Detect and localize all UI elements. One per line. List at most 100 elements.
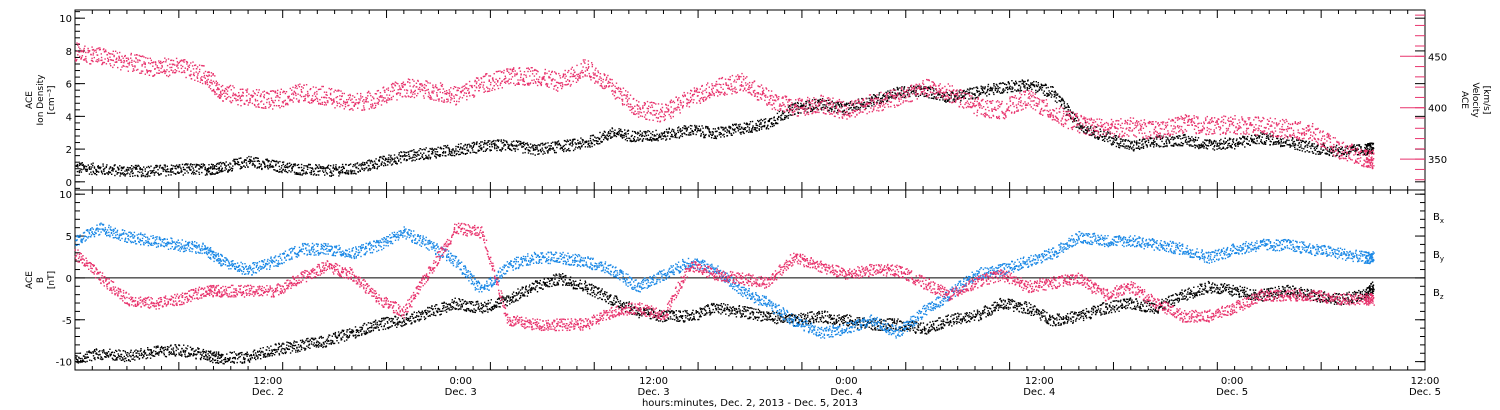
data-point — [532, 153, 534, 155]
data-point — [1308, 151, 1311, 153]
data-point — [1290, 145, 1292, 147]
data-point — [87, 51, 89, 54]
data-point — [128, 167, 130, 169]
data-point — [312, 100, 314, 103]
data-point — [500, 150, 502, 152]
data-point — [680, 135, 682, 137]
data-point — [1258, 136, 1260, 138]
data-point — [83, 47, 85, 50]
data-point — [480, 141, 482, 143]
data-point — [837, 101, 840, 104]
data-point — [662, 138, 664, 140]
data-point — [1186, 143, 1188, 145]
data-point — [575, 143, 577, 146]
data-point — [411, 149, 413, 152]
data-point — [101, 59, 103, 61]
data-point — [96, 61, 99, 63]
data-point — [1357, 144, 1359, 146]
data-point — [974, 94, 976, 97]
data-point — [484, 90, 486, 92]
data-point — [372, 165, 375, 167]
data-point — [1306, 146, 1309, 148]
data-point — [400, 151, 402, 153]
data-point — [483, 142, 485, 144]
data-point — [618, 130, 620, 133]
data-point — [286, 171, 289, 174]
data-point — [701, 125, 703, 127]
data-point — [453, 100, 455, 102]
data-point — [1216, 143, 1218, 146]
data-point — [79, 169, 81, 172]
data-point — [226, 96, 229, 99]
data-point — [292, 92, 294, 94]
data-point — [347, 94, 350, 97]
data-point — [408, 95, 410, 98]
data-point — [107, 57, 109, 59]
data-point — [330, 171, 332, 174]
data-point — [1293, 140, 1296, 143]
data-point — [223, 89, 226, 92]
data-point — [694, 129, 696, 131]
data-point — [821, 106, 824, 109]
data-point — [1232, 140, 1234, 142]
data-point — [97, 165, 99, 167]
data-point — [357, 101, 360, 104]
data-point — [597, 143, 599, 145]
data-point — [1042, 92, 1045, 94]
data-point — [228, 95, 230, 98]
data-point — [867, 105, 869, 107]
data-point — [1294, 144, 1297, 146]
data-point — [76, 42, 78, 44]
data-point — [1227, 143, 1230, 145]
data-point — [610, 136, 612, 138]
data-point — [1141, 140, 1143, 143]
data-point — [671, 128, 674, 131]
data-point — [435, 84, 437, 86]
data-point — [1325, 152, 1327, 154]
data-point — [657, 138, 659, 140]
data-point — [338, 167, 340, 169]
data-point — [1322, 149, 1324, 151]
data-point — [1258, 137, 1260, 139]
data-point — [397, 83, 399, 85]
data-point — [103, 61, 106, 64]
data-point — [159, 164, 162, 167]
data-point — [697, 129, 699, 131]
data-point — [667, 132, 669, 134]
data-point — [846, 103, 848, 105]
data-point — [475, 77, 478, 79]
data-point — [453, 95, 455, 97]
data-point — [480, 144, 482, 147]
data-point — [137, 171, 139, 173]
data-point — [1103, 135, 1106, 137]
data-point — [995, 87, 998, 90]
data-point — [505, 140, 508, 142]
data-point — [459, 146, 462, 148]
data-point — [315, 164, 317, 166]
data-point — [1346, 145, 1349, 147]
data-point — [1094, 126, 1096, 128]
data-point — [1367, 144, 1369, 147]
data-point — [289, 98, 292, 101]
data-point — [218, 167, 221, 170]
data-point — [336, 96, 339, 98]
data-point — [220, 90, 222, 93]
data-point — [1213, 146, 1215, 148]
data-point — [100, 170, 103, 172]
data-point — [466, 95, 468, 98]
data-point — [302, 169, 304, 171]
data-point — [473, 96, 475, 98]
data-point — [1363, 153, 1366, 156]
data-point — [1223, 143, 1225, 145]
data-point — [315, 86, 317, 89]
data-point — [241, 162, 244, 164]
data-point — [228, 86, 230, 89]
data-point — [569, 139, 572, 141]
data-point — [251, 95, 254, 97]
data-point — [644, 133, 647, 135]
data-point — [248, 158, 251, 161]
data-point — [878, 92, 881, 94]
data-point — [335, 166, 337, 168]
data-point — [201, 64, 203, 67]
data-point — [1228, 139, 1231, 141]
